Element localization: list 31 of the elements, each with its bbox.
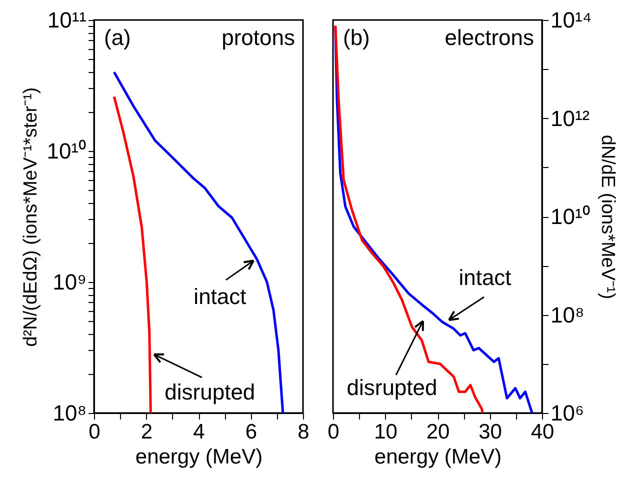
y2-tick-label: 10⁸ (550, 302, 584, 328)
x-tick-label: 2 (140, 420, 153, 444)
x-tick-label: 10 (374, 420, 398, 444)
x-axis-title: energy (MeV) (374, 446, 502, 468)
y2-tick-label: 10¹² (550, 106, 590, 131)
y-axis-title: d²N/(dEdΩ) (ions*MeV⁻¹*ster⁻¹) (20, 87, 42, 347)
annotation: intact (194, 284, 246, 309)
annotation: electrons (444, 25, 534, 50)
y2-axis-title: dN/dE (ions*MeV⁻¹) (596, 134, 618, 300)
x-tick-label: 0 (328, 420, 340, 444)
x-tick-label: 6 (245, 420, 258, 444)
x-tick-label: 4 (193, 420, 206, 444)
annotation: (b) (343, 25, 370, 50)
y2-tick-label: 10¹⁰ (550, 204, 590, 229)
x-tick-label: 8 (298, 420, 310, 444)
annotation: intact (458, 265, 512, 290)
y-tick-label: 10⁹ (52, 270, 86, 294)
y2-tick-label: 10¹⁴ (550, 8, 592, 32)
y-tick-label: 10⁸ (52, 400, 86, 426)
x-axis-title: energy (MeV) (135, 446, 263, 468)
y-tick-label: 10¹¹ (47, 8, 86, 32)
line-series (112, 70, 284, 414)
line-series (112, 95, 152, 414)
annotation: disrupted (164, 379, 256, 404)
x-tick-label: 30 (478, 420, 502, 444)
annotation: protons (222, 25, 295, 50)
x-tick-label: 0 (88, 420, 100, 444)
x-tick-label: 20 (426, 420, 450, 444)
annotation: disrupted (346, 375, 438, 400)
y-tick-label: 10¹⁰ (46, 138, 86, 164)
annotation: (a) (104, 25, 131, 50)
